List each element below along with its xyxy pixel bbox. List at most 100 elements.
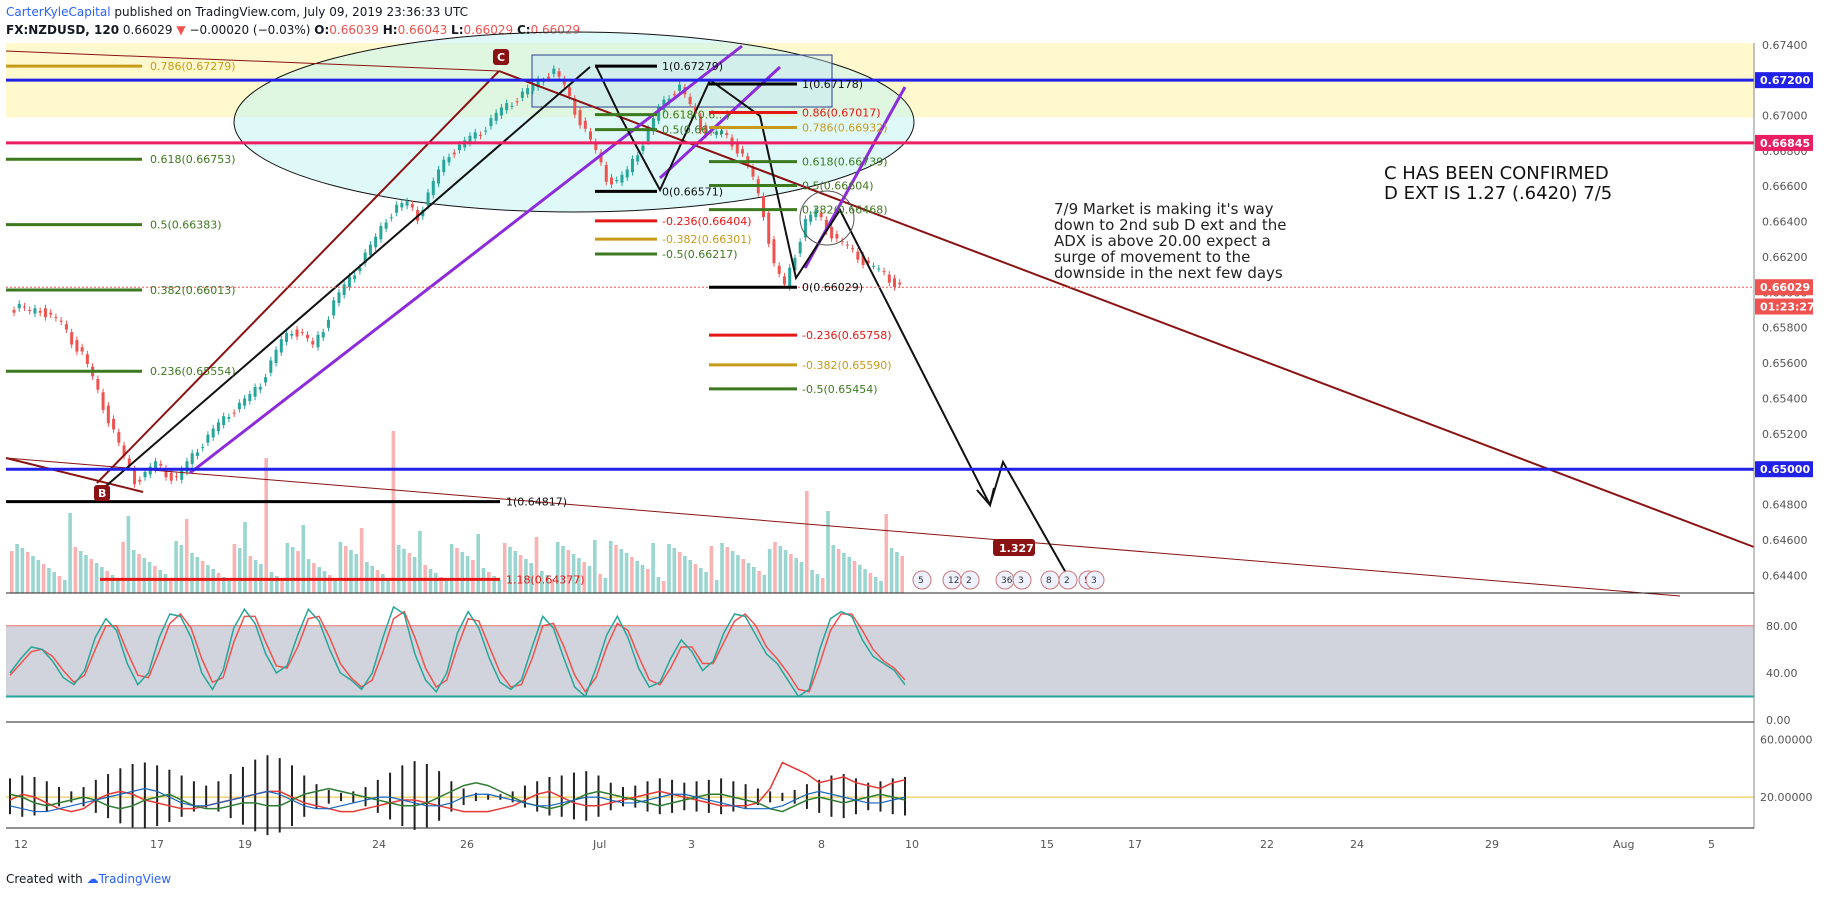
candle-body	[720, 130, 724, 135]
candle-body	[164, 468, 168, 478]
volume-bar	[243, 522, 247, 593]
volume-bar	[799, 562, 804, 593]
candle-body	[788, 267, 792, 288]
volume-bar	[741, 559, 745, 593]
down-channel-line	[498, 70, 1755, 548]
candle-body	[573, 98, 577, 115]
fib-right-label: 1(0.67178)	[802, 78, 863, 91]
candle-body	[725, 133, 729, 135]
price-tick-label: 0.64400	[1762, 569, 1808, 582]
candle-body	[835, 233, 839, 239]
volume-bar	[195, 557, 200, 593]
candle-body	[227, 417, 231, 419]
candle-body	[279, 339, 283, 353]
event-flag-icon	[1058, 570, 1078, 590]
headline-line: D EXT IS 1.27 (.6420) 7/5	[1384, 183, 1612, 204]
candle-body	[431, 180, 435, 196]
candle-body	[609, 177, 613, 185]
candle-body	[499, 107, 503, 116]
fib-left-ext-label: 1(0.64817)	[506, 496, 567, 509]
volume-layer	[10, 431, 904, 593]
volume-bar	[396, 545, 401, 593]
event-count-label: 2	[966, 576, 972, 586]
volume-bar	[169, 578, 173, 593]
volume-bar	[15, 544, 19, 593]
volume-bar	[94, 563, 99, 593]
volume-bar	[290, 547, 295, 593]
candle-body	[127, 458, 131, 467]
volume-bar	[900, 556, 904, 593]
candle-body	[112, 418, 116, 430]
candle-body	[295, 329, 299, 337]
volume-bar	[158, 570, 162, 593]
tradingview-brand[interactable]: TradingView	[98, 872, 172, 886]
candle-body	[368, 244, 372, 256]
volume-bar	[646, 569, 650, 593]
volume-bar	[720, 543, 724, 593]
candle-body	[379, 226, 383, 240]
candle-body	[489, 118, 493, 127]
time-tick-label: 24	[1350, 838, 1364, 851]
volume-bar	[714, 580, 719, 593]
projection-path	[595, 65, 1071, 581]
volume-bar	[163, 574, 168, 593]
open-value: 0.66039	[329, 23, 379, 37]
candle-body	[316, 334, 320, 348]
fib-right-label: -0.236(0.65758)	[802, 329, 892, 342]
volume-bar	[200, 561, 205, 593]
candle-body	[458, 144, 461, 150]
created-with-label: Created with	[6, 872, 83, 886]
volume-bar	[142, 558, 147, 593]
fib-mid-label: 0.618(0.6...)	[662, 109, 730, 122]
fib-left-ext2-label: 1.18(0.64377)	[506, 573, 585, 586]
candle-body	[222, 416, 226, 425]
candle-body	[845, 244, 849, 246]
adx-tick-label: 60.00000	[1760, 733, 1813, 746]
price-tick-label: 0.66400	[1762, 216, 1808, 229]
upper-trendline	[5, 50, 500, 72]
volume-bar	[253, 560, 258, 593]
volume-bar	[577, 558, 581, 593]
event-count-label: 8	[1046, 576, 1052, 586]
fib-left-label: 0.236(0.65554)	[150, 365, 236, 378]
candle-body	[468, 135, 472, 143]
volume-bar	[116, 579, 120, 593]
price-badge	[1755, 72, 1813, 89]
candle-body	[311, 340, 315, 345]
candle-body	[138, 479, 142, 482]
volume-bar	[550, 579, 555, 593]
candle-body	[872, 265, 876, 267]
candle-body	[96, 379, 100, 390]
time-tick-label: Jul	[592, 838, 606, 851]
volume-bar	[386, 578, 390, 593]
candle-body	[589, 131, 593, 140]
volume-bar	[805, 491, 809, 593]
volume-bar	[391, 431, 396, 593]
candle-body	[421, 210, 425, 217]
volume-bar	[147, 562, 152, 593]
volume-bar	[407, 553, 412, 593]
tradingview-logo-icon[interactable]: ☁	[86, 872, 99, 886]
time-tick-label: 26	[460, 838, 474, 851]
price-change: −0.00020 (−0.03%)	[189, 23, 311, 37]
candle-body	[772, 239, 776, 264]
fib-mid-label: -0.382(0.66301)	[662, 233, 752, 246]
candle-body	[520, 91, 524, 98]
volume-bar	[677, 552, 682, 593]
volume-bar	[269, 572, 274, 593]
candle-body	[274, 349, 278, 364]
economic-events[interactable]: 51223638253	[912, 570, 1105, 590]
author-link[interactable]: CarterKyleCapital	[6, 5, 111, 19]
volume-bar	[285, 543, 290, 593]
candle-body	[321, 332, 325, 338]
volume-bar	[746, 563, 751, 593]
volume-bar	[603, 578, 608, 593]
fib-right-label: 0.618(0.66739)	[802, 156, 888, 169]
price-badge-label: 0.65000	[1760, 463, 1810, 476]
stoch-pane: 80.00 40.00 0.00	[6, 605, 1798, 727]
analysis-note: 7/9 Market is making it's way down to 2nd…	[1054, 200, 1286, 282]
time-tick-label: 8	[818, 838, 825, 851]
candle-body	[704, 126, 708, 135]
event-count-label: 3	[1018, 576, 1024, 586]
